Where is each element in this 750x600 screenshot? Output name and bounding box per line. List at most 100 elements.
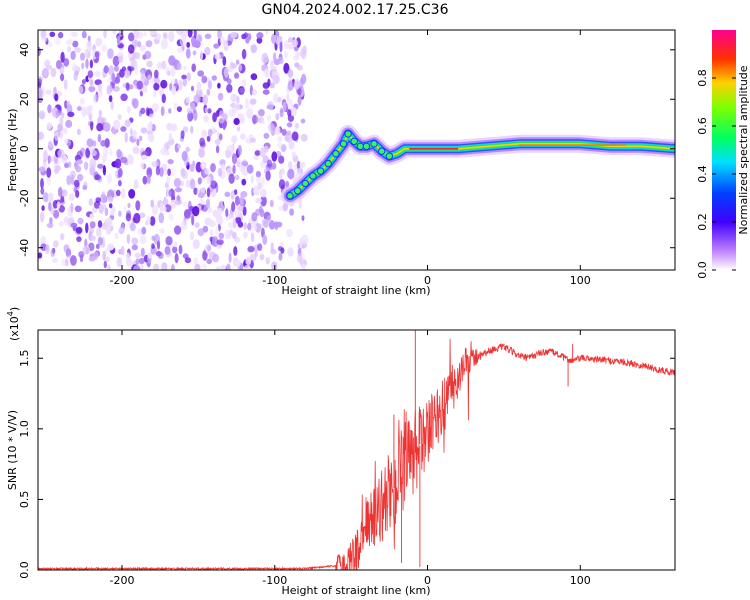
y-tick-label: 0.5	[18, 491, 31, 509]
noise-blob	[185, 96, 191, 104]
noise-blob	[136, 138, 140, 146]
noise-blob	[119, 68, 125, 78]
noise-blob	[170, 78, 176, 85]
noise-blob	[74, 205, 82, 213]
noise-blob	[166, 150, 170, 156]
noise-blob	[111, 72, 116, 83]
noise-blob	[75, 165, 82, 173]
ridge-blob	[286, 192, 294, 200]
noise-blob	[120, 156, 128, 164]
noise-blob	[212, 209, 218, 217]
noise-blob	[260, 188, 267, 198]
noise-blob	[118, 210, 122, 217]
noise-blob	[210, 180, 217, 189]
noise-blob	[203, 94, 207, 102]
noise-blob	[261, 52, 269, 64]
noise-blob	[197, 228, 205, 237]
noise-blob	[185, 48, 191, 59]
noise-blob	[236, 126, 241, 132]
noise-blob	[271, 151, 278, 162]
noise-blob	[245, 257, 252, 266]
noise-blob	[243, 264, 251, 270]
noise-blob	[167, 168, 172, 176]
noise-blob	[234, 174, 240, 180]
noise-blob	[198, 192, 205, 199]
noise-blob	[125, 213, 131, 222]
noise-blob	[230, 190, 235, 200]
y-tick-label: 40	[18, 43, 31, 57]
noise-blob	[48, 41, 53, 48]
noise-blob	[59, 116, 64, 126]
noise-blob	[103, 65, 109, 74]
x-tick-label: 0	[424, 274, 431, 287]
noise-blob	[52, 200, 59, 209]
noise-blob	[160, 38, 168, 50]
noise-blob	[84, 49, 88, 58]
noise-blob	[90, 121, 94, 131]
noise-blob	[215, 266, 221, 270]
snr-series-line	[38, 338, 675, 570]
noise-blob	[213, 43, 220, 49]
ridge-blob	[350, 137, 358, 146]
noise-blob	[264, 68, 270, 78]
noise-blob	[159, 202, 164, 213]
noise-blob	[89, 221, 96, 229]
ridge-core	[289, 133, 675, 197]
noise-blob	[45, 243, 50, 255]
noise-blob	[173, 241, 178, 248]
noise-blob	[144, 50, 152, 60]
noise-blob	[94, 70, 101, 77]
noise-blob	[137, 41, 142, 48]
noise-blob	[133, 265, 141, 270]
figure-title: GN04.2024.002.17.25.C36	[261, 2, 449, 18]
noise-blob	[272, 74, 280, 85]
noise-blob	[260, 176, 265, 188]
noise-blob	[102, 165, 106, 176]
noise-blob	[171, 167, 176, 176]
noise-blob	[117, 114, 122, 120]
noise-blob	[38, 87, 43, 98]
noise-blob	[127, 66, 135, 72]
noise-blob	[204, 46, 211, 56]
noise-blob	[153, 82, 160, 91]
noise-blob	[57, 148, 65, 159]
noise-blob	[278, 56, 284, 65]
noise-blob	[66, 100, 71, 108]
noise-blob	[129, 259, 133, 268]
noise-blob	[265, 170, 271, 181]
noise-blob	[162, 206, 167, 212]
noise-blob	[120, 126, 127, 132]
noise-blob	[204, 33, 212, 39]
noise-blob	[108, 203, 113, 209]
noise-blob	[179, 37, 187, 47]
noise-blob	[189, 179, 196, 190]
noise-blob	[207, 108, 212, 114]
svg-text:(x104): (x104)	[6, 307, 21, 341]
noise-blob	[297, 64, 303, 71]
noise-blob	[146, 215, 151, 225]
noise-blob	[140, 154, 148, 161]
noise-blob	[193, 109, 198, 121]
noise-blob	[206, 135, 211, 142]
noise-blob	[249, 137, 256, 143]
noise-blob	[193, 257, 199, 265]
noise-blob	[88, 86, 95, 93]
snr-scale-exponent: 4	[6, 311, 15, 316]
noise-blob	[297, 95, 302, 106]
noise-blob	[93, 200, 101, 209]
noise-blob	[116, 257, 123, 267]
noise-blob	[142, 175, 148, 185]
noise-blob	[202, 250, 208, 261]
noise-blob	[149, 30, 157, 36]
noise-blob	[278, 155, 285, 164]
noise-blob	[286, 122, 293, 128]
noise-blob	[241, 161, 249, 167]
noise-blob	[156, 62, 163, 70]
noise-blob	[167, 159, 174, 165]
noise-blob	[160, 79, 168, 89]
noise-blob	[254, 150, 261, 156]
noise-blob	[114, 65, 119, 72]
noise-blob	[138, 135, 143, 142]
noise-blob	[78, 251, 85, 258]
noise-blob	[107, 243, 115, 251]
